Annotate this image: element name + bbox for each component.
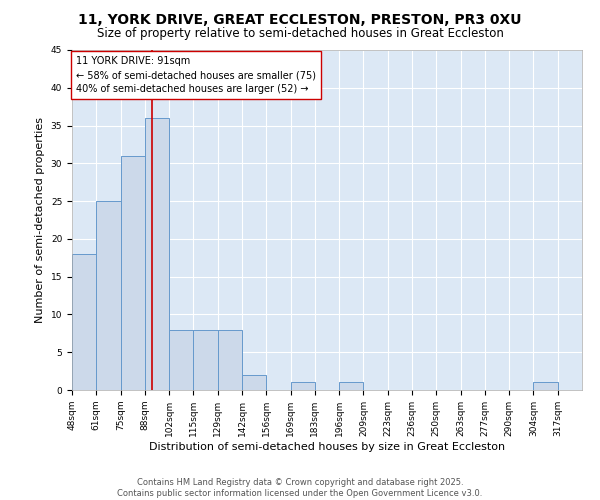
Bar	[145, 118, 169, 390]
Bar	[218, 330, 242, 390]
Bar	[533, 382, 558, 390]
Bar	[96, 201, 121, 390]
Bar	[121, 156, 145, 390]
Text: 11 YORK DRIVE: 91sqm
← 58% of semi-detached houses are smaller (75)
40% of semi-: 11 YORK DRIVE: 91sqm ← 58% of semi-detac…	[76, 56, 316, 94]
Bar	[242, 375, 266, 390]
Bar	[72, 254, 96, 390]
Bar	[290, 382, 315, 390]
Bar	[169, 330, 193, 390]
Text: Size of property relative to semi-detached houses in Great Eccleston: Size of property relative to semi-detach…	[97, 28, 503, 40]
X-axis label: Distribution of semi-detached houses by size in Great Eccleston: Distribution of semi-detached houses by …	[149, 442, 505, 452]
Text: Contains HM Land Registry data © Crown copyright and database right 2025.
Contai: Contains HM Land Registry data © Crown c…	[118, 478, 482, 498]
Text: 11, YORK DRIVE, GREAT ECCLESTON, PRESTON, PR3 0XU: 11, YORK DRIVE, GREAT ECCLESTON, PRESTON…	[78, 12, 522, 26]
Bar	[193, 330, 218, 390]
Bar	[339, 382, 364, 390]
Y-axis label: Number of semi-detached properties: Number of semi-detached properties	[35, 117, 45, 323]
